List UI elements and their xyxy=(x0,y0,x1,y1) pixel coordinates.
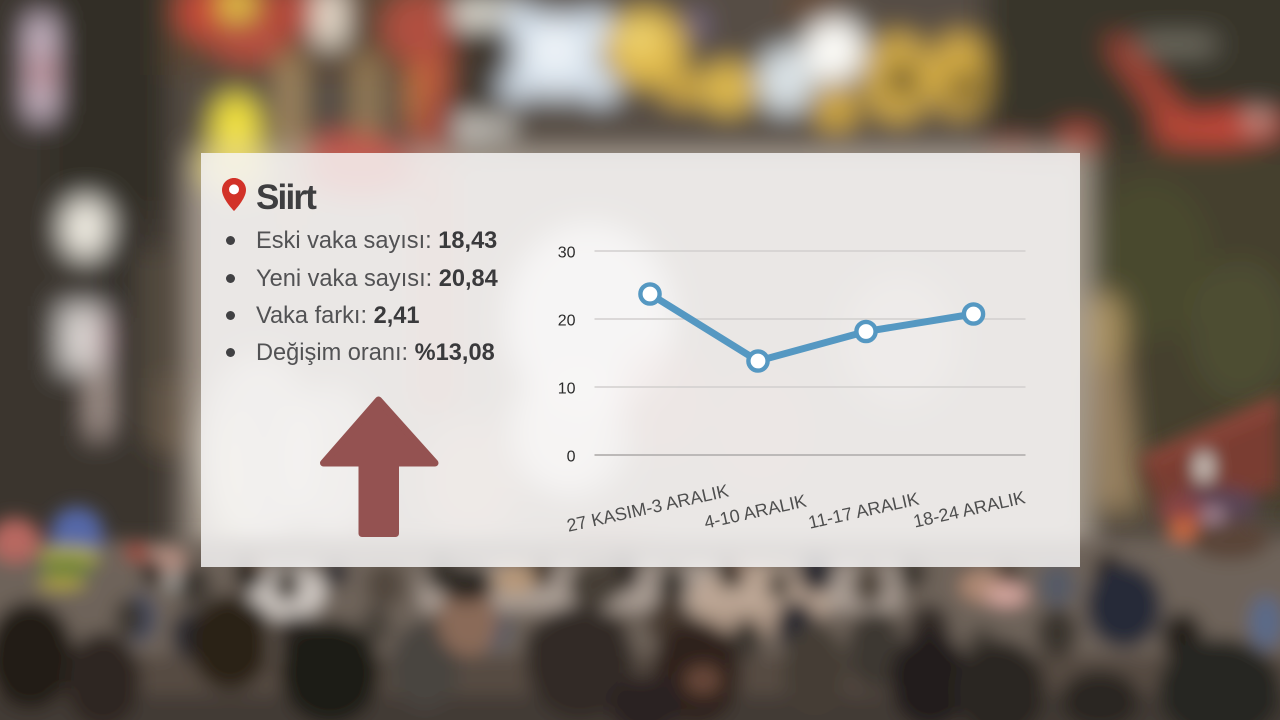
svg-text:18-24 ARALIK: 18-24 ARALIK xyxy=(911,487,1027,531)
svg-text:10: 10 xyxy=(558,381,576,398)
svg-text:11-17 ARALIK: 11-17 ARALIK xyxy=(806,489,920,533)
svg-text:30: 30 xyxy=(558,245,576,262)
svg-text:20: 20 xyxy=(558,313,576,330)
svg-text:0: 0 xyxy=(567,449,576,466)
